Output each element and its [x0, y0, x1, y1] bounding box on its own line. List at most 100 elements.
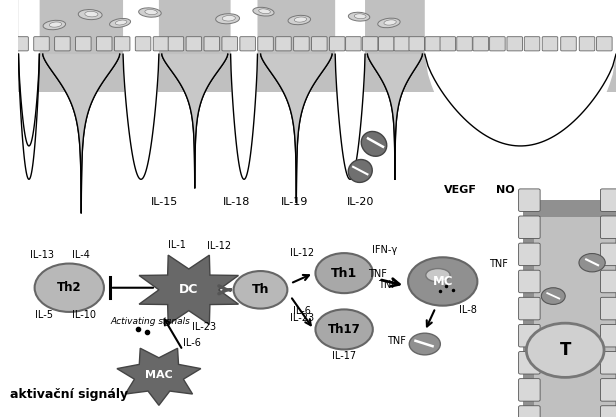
Text: IL-12: IL-12 — [206, 241, 231, 251]
Text: IFN-γ: IFN-γ — [372, 245, 397, 255]
Text: IL-13: IL-13 — [30, 250, 54, 260]
Polygon shape — [261, 54, 332, 202]
Text: TNF: TNF — [387, 336, 405, 346]
Polygon shape — [425, 0, 616, 171]
FancyBboxPatch shape — [601, 216, 616, 239]
FancyBboxPatch shape — [456, 37, 472, 51]
FancyBboxPatch shape — [240, 37, 256, 51]
Text: IL-17: IL-17 — [332, 352, 356, 362]
FancyBboxPatch shape — [601, 406, 616, 417]
Ellipse shape — [216, 14, 240, 24]
FancyBboxPatch shape — [490, 37, 505, 51]
Ellipse shape — [115, 20, 127, 25]
Polygon shape — [43, 54, 120, 213]
Text: NO: NO — [496, 185, 515, 195]
Text: Activating signals: Activating signals — [110, 317, 190, 326]
FancyBboxPatch shape — [579, 37, 595, 51]
Polygon shape — [261, 54, 332, 202]
Polygon shape — [230, 0, 257, 200]
FancyBboxPatch shape — [519, 216, 540, 239]
Polygon shape — [18, 0, 39, 200]
Polygon shape — [139, 255, 238, 324]
Text: IL-6: IL-6 — [293, 306, 311, 316]
Circle shape — [409, 333, 440, 355]
FancyBboxPatch shape — [519, 297, 540, 320]
FancyBboxPatch shape — [601, 352, 616, 374]
Circle shape — [34, 264, 104, 312]
FancyBboxPatch shape — [596, 37, 612, 51]
FancyBboxPatch shape — [542, 37, 557, 51]
Polygon shape — [162, 54, 228, 188]
FancyBboxPatch shape — [346, 37, 361, 51]
Ellipse shape — [43, 20, 65, 30]
Ellipse shape — [253, 8, 274, 16]
Ellipse shape — [222, 15, 235, 21]
FancyBboxPatch shape — [97, 37, 112, 51]
Ellipse shape — [426, 269, 450, 282]
FancyBboxPatch shape — [312, 37, 327, 51]
FancyBboxPatch shape — [425, 37, 440, 51]
FancyBboxPatch shape — [394, 37, 410, 51]
FancyBboxPatch shape — [18, 0, 616, 208]
Ellipse shape — [145, 10, 157, 15]
Ellipse shape — [288, 15, 310, 25]
FancyBboxPatch shape — [519, 270, 540, 293]
FancyBboxPatch shape — [136, 37, 151, 51]
Polygon shape — [367, 54, 423, 179]
Ellipse shape — [259, 9, 270, 14]
Text: IL-4: IL-4 — [72, 250, 90, 260]
Polygon shape — [43, 54, 120, 213]
Text: IL-15: IL-15 — [152, 197, 179, 207]
Text: T: T — [559, 341, 571, 359]
FancyBboxPatch shape — [601, 297, 616, 320]
Circle shape — [233, 271, 288, 309]
Text: IL-5: IL-5 — [35, 310, 53, 320]
Text: TNF: TNF — [378, 280, 397, 290]
FancyBboxPatch shape — [18, 0, 616, 92]
FancyBboxPatch shape — [473, 37, 488, 51]
Polygon shape — [335, 0, 365, 200]
Ellipse shape — [349, 12, 370, 21]
FancyBboxPatch shape — [186, 37, 201, 51]
Circle shape — [579, 254, 606, 272]
FancyBboxPatch shape — [440, 37, 456, 51]
FancyBboxPatch shape — [34, 37, 49, 51]
FancyBboxPatch shape — [276, 37, 291, 51]
Ellipse shape — [354, 14, 366, 19]
Text: Th: Th — [252, 283, 269, 296]
Text: MAC: MAC — [145, 370, 172, 380]
FancyBboxPatch shape — [524, 200, 616, 417]
FancyBboxPatch shape — [519, 189, 540, 211]
Circle shape — [408, 257, 477, 306]
Text: MC: MC — [432, 275, 453, 288]
FancyBboxPatch shape — [18, 208, 616, 417]
FancyBboxPatch shape — [519, 379, 540, 401]
Circle shape — [315, 309, 373, 349]
FancyBboxPatch shape — [204, 37, 219, 51]
Text: IL-6: IL-6 — [183, 338, 201, 348]
FancyBboxPatch shape — [601, 270, 616, 293]
FancyBboxPatch shape — [115, 37, 130, 51]
Ellipse shape — [139, 8, 161, 17]
Text: IL-19: IL-19 — [281, 197, 308, 207]
Text: Th2: Th2 — [57, 281, 81, 294]
Text: IL-23: IL-23 — [290, 313, 314, 323]
Ellipse shape — [361, 131, 387, 156]
FancyBboxPatch shape — [524, 37, 540, 51]
FancyBboxPatch shape — [519, 352, 540, 374]
FancyBboxPatch shape — [378, 37, 394, 51]
FancyBboxPatch shape — [76, 37, 91, 51]
FancyBboxPatch shape — [13, 37, 28, 51]
Text: IL-18: IL-18 — [223, 197, 250, 207]
FancyBboxPatch shape — [294, 37, 309, 51]
FancyBboxPatch shape — [153, 37, 169, 51]
Ellipse shape — [348, 160, 372, 182]
Ellipse shape — [384, 20, 396, 25]
FancyBboxPatch shape — [362, 37, 378, 51]
FancyBboxPatch shape — [222, 37, 238, 51]
Polygon shape — [123, 0, 159, 200]
Text: DC: DC — [179, 283, 198, 296]
FancyBboxPatch shape — [55, 37, 70, 51]
Polygon shape — [117, 348, 201, 405]
Text: VEGF: VEGF — [444, 185, 477, 195]
